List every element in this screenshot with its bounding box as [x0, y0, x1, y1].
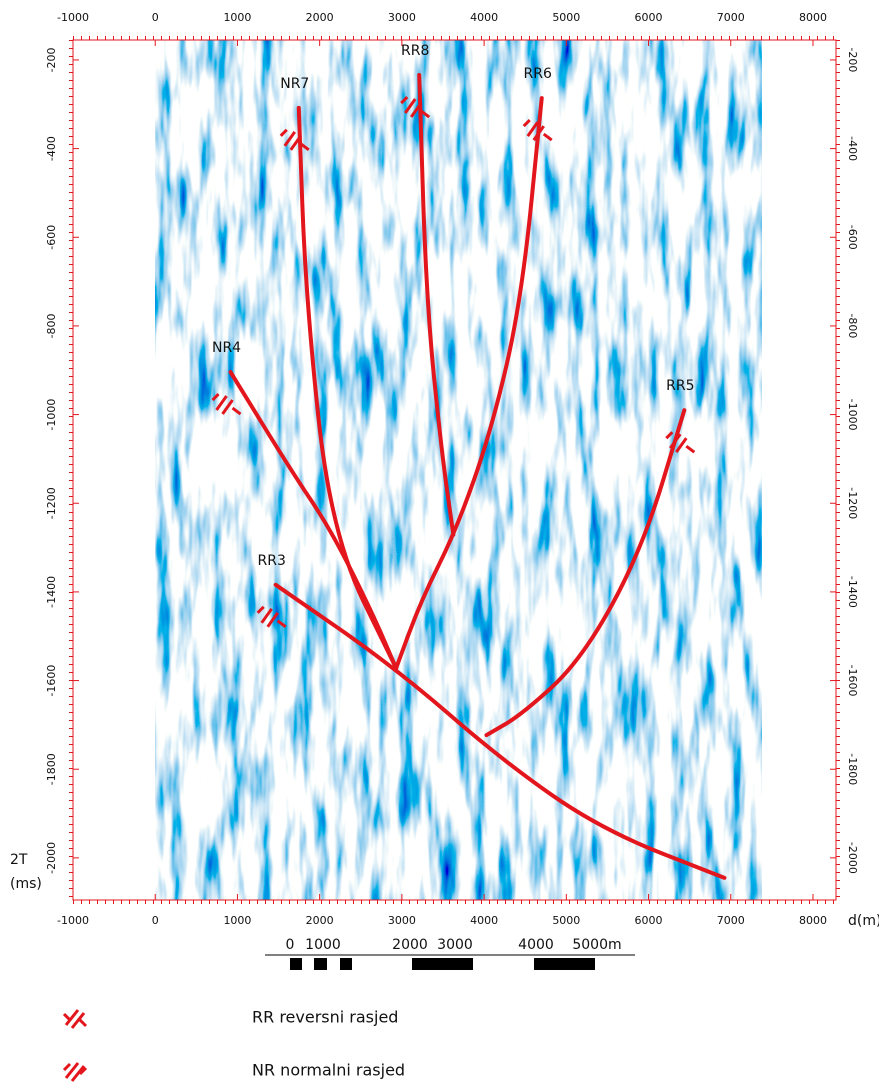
x-tick-label: 8000	[799, 11, 827, 24]
y-axis-label: 2T	[10, 852, 28, 868]
x-tick-label: 1000	[223, 914, 251, 927]
y-tick-label: -600	[45, 225, 58, 250]
fault-line	[417, 73, 456, 537]
scale-bar-label: 4000	[518, 937, 554, 953]
fault-line	[296, 105, 399, 671]
y-tick-label: -200	[846, 47, 859, 72]
y-tick-label: -1600	[846, 665, 859, 697]
legend-icon	[62, 1009, 88, 1029]
y-tick-label: -600	[846, 225, 859, 250]
y-tick-label: -1000	[45, 399, 58, 431]
scale-bar-label: 5000m	[572, 937, 621, 953]
y-tick-label: -400	[846, 136, 859, 161]
x-tick-label: 2000	[306, 914, 334, 927]
legend-icon	[62, 1062, 88, 1082]
y-tick-label: -400	[45, 136, 58, 161]
x-tick-label: -1000	[57, 11, 89, 24]
fault-label: RR8	[401, 43, 429, 59]
legend-symbol-rr	[62, 1009, 88, 1029]
y-tick-label: -1800	[846, 753, 859, 785]
x-tick-label: 6000	[635, 11, 663, 24]
fault-line	[394, 96, 544, 671]
x-tick-label: 5000	[552, 11, 580, 24]
y-axis-label: (ms)	[10, 876, 42, 892]
y-tick-label: -1800	[45, 753, 58, 785]
scale-block	[340, 958, 352, 970]
x-tick-label: 2000	[306, 11, 334, 24]
legend-symbol-nr	[62, 1062, 88, 1082]
fault-symbol	[211, 392, 242, 416]
legend-text: RR reversni rasjed	[252, 1008, 398, 1027]
fault-symbol	[665, 431, 696, 454]
y-tick-label: -1400	[846, 576, 859, 608]
scale-bar-label: 2000	[392, 937, 428, 953]
fault-label: NR4	[212, 340, 241, 356]
fault-symbol	[522, 119, 553, 142]
x-tick-label: -1000	[57, 914, 89, 927]
scale-bar-blocks	[290, 958, 595, 970]
x-tick-label: 7000	[717, 914, 745, 927]
fault-line	[273, 582, 727, 880]
y-tick-label: -2000	[846, 842, 859, 874]
scale-bar-label: 0	[286, 937, 295, 953]
x-tick-label: 1000	[223, 11, 251, 24]
x-tick-label: 3000	[388, 914, 416, 927]
y-tick-label: -1000	[846, 399, 859, 431]
fault-symbol	[279, 128, 310, 152]
y-tick-label: -2000	[45, 842, 58, 874]
x-tick-label: 7000	[717, 11, 745, 24]
y-tick-label: -800	[846, 313, 859, 338]
y-tick-label: -1400	[45, 576, 58, 608]
fault-label: RR3	[257, 553, 285, 569]
fault-symbol	[400, 95, 431, 119]
fault-label: NR7	[280, 76, 309, 92]
x-axis-label: d(m)	[848, 913, 879, 929]
y-tick-label: -1600	[45, 665, 58, 697]
scale-block	[314, 958, 327, 970]
fault-line	[228, 370, 399, 671]
x-tick-label: 0	[152, 914, 159, 927]
x-tick-label: 0	[152, 11, 159, 24]
x-tick-label: 6000	[635, 914, 663, 927]
scale-block	[290, 958, 302, 970]
scale-bar-label: 3000	[437, 937, 473, 953]
x-tick-label: 4000	[470, 914, 498, 927]
x-tick-label: 3000	[388, 11, 416, 24]
y-tick-label: -800	[45, 313, 58, 338]
fault-symbol	[256, 605, 287, 629]
legend-text: NR normalni rasjed	[252, 1061, 405, 1080]
x-tick-label: 8000	[799, 914, 827, 927]
y-tick-label: -1200	[45, 487, 58, 519]
fault-line	[484, 408, 687, 738]
x-tick-label: 4000	[470, 11, 498, 24]
scale-block	[534, 958, 595, 970]
scale-block	[412, 958, 473, 970]
plot-frame	[72, 39, 837, 901]
seismic-section	[155, 40, 762, 900]
x-tick-label: 5000	[552, 914, 580, 927]
y-tick-label: -1200	[846, 487, 859, 519]
y-tick-label: -200	[45, 47, 58, 72]
scale-bar-label: 1000	[305, 937, 341, 953]
fault-label: RR5	[666, 378, 694, 394]
fault-label: RR6	[524, 66, 552, 82]
